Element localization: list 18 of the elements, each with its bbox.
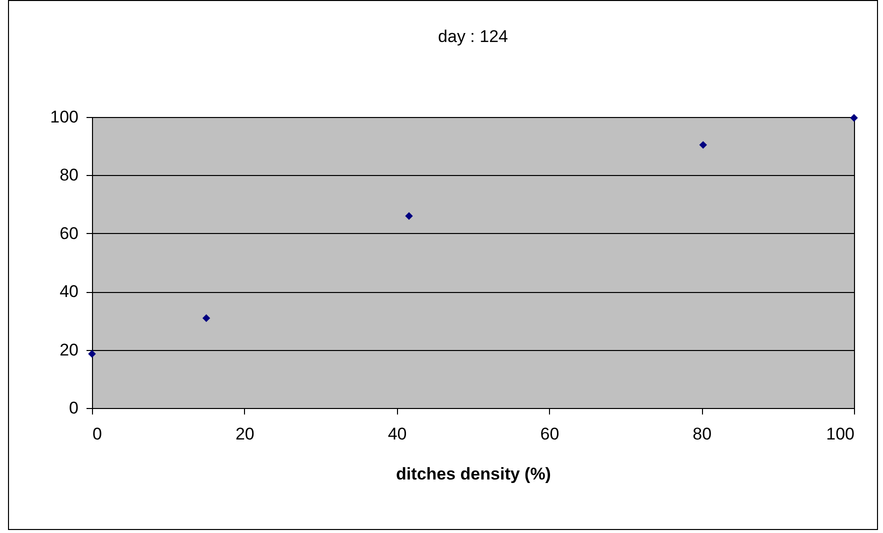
point [699,141,707,149]
point [202,314,210,322]
y-tick-label: 80 [60,166,78,185]
y-tick-label: 100 [50,108,78,126]
x-axis-title: ditches density (%) [396,464,551,484]
x-tick-label: 100 [826,424,854,444]
y-tick-label: 0 [69,398,78,418]
chart-title: day : 124 [438,27,508,46]
y-tick-label: 60 [60,224,78,243]
x-tick-label: 80 [692,424,712,444]
x-tick-label: 40 [388,424,407,444]
y-tick-label: 40 [60,282,78,302]
x-tick-label: 60 [540,424,560,444]
x-tick-label: 0 [92,424,102,444]
x-tick-label: 20 [235,424,254,444]
y-tick-label: 20 [60,340,78,360]
point [850,114,858,122]
point [405,212,413,220]
